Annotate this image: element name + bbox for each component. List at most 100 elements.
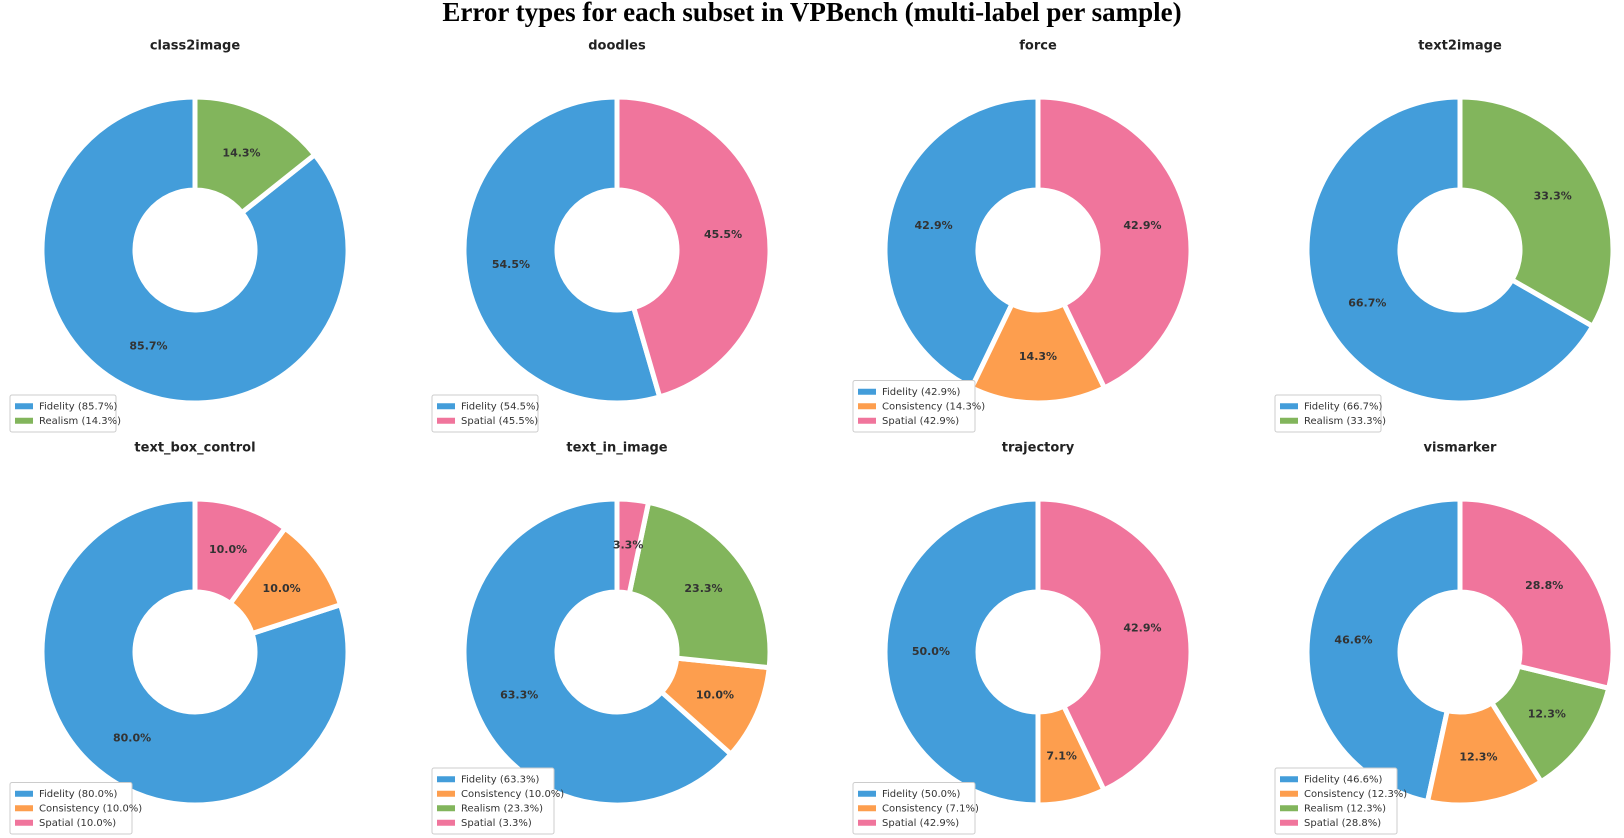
legend-swatch xyxy=(1280,819,1298,826)
legend-swatch xyxy=(1280,790,1298,797)
subplot-title: text_in_image xyxy=(566,441,667,456)
legend-box xyxy=(852,380,976,433)
legend-swatch xyxy=(15,805,33,812)
value-label: 10.0% xyxy=(263,582,301,595)
legend-swatch xyxy=(858,805,876,812)
pie-chart: doodles 54.5% 45.5% Fidelity (54.5%) Spatial… xyxy=(431,39,773,433)
wedge xyxy=(192,496,288,606)
legend-label: Fidelity (50.0%) xyxy=(882,789,961,800)
value-label: 45.5% xyxy=(704,228,742,241)
legend-swatch xyxy=(858,403,876,410)
legend-swatch xyxy=(858,388,876,395)
legend-label: Consistency (12.3%) xyxy=(1304,789,1407,800)
legend-box xyxy=(852,782,976,835)
legend-label: Fidelity (80.0%) xyxy=(39,789,118,800)
legend-label: Fidelity (42.9%) xyxy=(882,387,961,398)
legend-swatch xyxy=(437,790,455,797)
legend-swatch xyxy=(437,417,455,424)
value-label: 42.9% xyxy=(914,219,952,232)
value-label: 33.3% xyxy=(1534,189,1572,202)
legend-label: Spatial (42.9%) xyxy=(882,818,959,829)
legend-swatch xyxy=(437,805,455,812)
legend-label: Spatial (3.3%) xyxy=(461,818,532,829)
value-label: 3.3% xyxy=(613,538,644,551)
subplot-title: trajectory xyxy=(1002,441,1075,456)
legend-label: Realism (12.3%) xyxy=(1304,803,1386,814)
value-label: 28.8% xyxy=(1525,579,1563,592)
subplot-title: class2image xyxy=(150,39,241,54)
value-label: 46.6% xyxy=(1334,634,1372,647)
legend-label: Spatial (28.8%) xyxy=(1304,818,1381,829)
value-label: 7.1% xyxy=(1046,749,1077,762)
legend-label: Fidelity (85.7%) xyxy=(39,401,118,412)
value-label: 42.9% xyxy=(1123,621,1161,634)
pie-chart: class2image 85.7% 14.3% Fidelity (85.7%) Rea… xyxy=(9,39,351,433)
legend-box xyxy=(431,767,555,835)
legend-swatch xyxy=(1280,805,1298,812)
subplot-title: doodles xyxy=(588,39,646,54)
value-label: 80.0% xyxy=(113,732,151,745)
legend-swatch xyxy=(15,790,33,797)
wedge xyxy=(39,94,351,406)
wedge xyxy=(1304,94,1596,406)
subplot-title: text_box_control xyxy=(134,441,255,456)
value-label: 42.9% xyxy=(1123,219,1161,232)
legend-box xyxy=(1274,394,1382,433)
legend-label: Realism (14.3%) xyxy=(39,416,121,427)
legend-label: Realism (33.3%) xyxy=(1304,416,1386,427)
wedge xyxy=(39,496,351,808)
legend-label: Spatial (45.5%) xyxy=(461,416,538,427)
legend-swatch xyxy=(437,776,455,783)
value-label: 10.0% xyxy=(209,543,247,556)
legend-box xyxy=(431,394,539,433)
wedge xyxy=(1457,496,1616,691)
legend-swatch xyxy=(437,403,455,410)
legend-box xyxy=(9,782,133,835)
legend-swatch xyxy=(858,417,876,424)
legend-swatch xyxy=(1280,403,1298,410)
wedge xyxy=(626,499,773,671)
legend-box xyxy=(9,394,117,433)
subplot-title: force xyxy=(1019,39,1057,54)
pie-chart: text_box_control 80.0% 10.0% 10.0% Fidelity … xyxy=(9,441,351,835)
legend-box xyxy=(1274,767,1398,835)
wedge xyxy=(1035,496,1194,793)
wedge xyxy=(1035,94,1194,391)
value-label: 14.3% xyxy=(1019,350,1057,363)
legend-swatch xyxy=(1280,776,1298,783)
value-label: 23.3% xyxy=(684,582,722,595)
legend-swatch xyxy=(1280,417,1298,424)
legend-swatch xyxy=(858,819,876,826)
pie-chart: force 42.9% 14.3% 42.9% Fidelity (42.9%) Cons… xyxy=(852,39,1194,433)
value-label: 14.3% xyxy=(222,147,260,160)
figure-title: Error types for each subset in VPBench (… xyxy=(442,0,1181,27)
value-label: 10.0% xyxy=(696,688,734,701)
wedge xyxy=(192,94,318,216)
legend-label: Spatial (10.0%) xyxy=(39,818,116,829)
value-label: 50.0% xyxy=(912,645,950,658)
legend-label: Fidelity (63.3%) xyxy=(461,774,540,785)
value-label: 85.7% xyxy=(129,339,167,352)
subplot-title: text2image xyxy=(1418,39,1502,54)
pie-chart: vismarker 46.6% 12.3% 12.3% 28.8% Fidelity (4… xyxy=(1274,441,1616,835)
value-label: 63.3% xyxy=(500,689,538,702)
wedge xyxy=(614,94,773,400)
legend-swatch xyxy=(858,790,876,797)
legend-label: Realism (23.3%) xyxy=(461,803,543,814)
value-label: 66.7% xyxy=(1348,297,1386,310)
legend-swatch xyxy=(15,403,33,410)
legend-label: Consistency (10.0%) xyxy=(461,789,564,800)
legend-swatch xyxy=(437,819,455,826)
pie-chart: text2image 66.7% 33.3% Fidelity (66.7%) Real… xyxy=(1274,39,1616,433)
value-label: 12.3% xyxy=(1528,708,1566,721)
legend-swatch xyxy=(15,819,33,826)
legend-label: Spatial (42.9%) xyxy=(882,416,959,427)
value-label: 12.3% xyxy=(1459,751,1497,764)
wedge xyxy=(1457,94,1616,329)
pie-chart: trajectory 50.0% 7.1% 42.9% Fidelity (50.0%)… xyxy=(852,441,1194,835)
wedge xyxy=(614,496,652,596)
wedge xyxy=(882,94,1041,391)
value-label: 54.5% xyxy=(492,258,530,271)
legend-label: Fidelity (66.7%) xyxy=(1304,401,1383,412)
